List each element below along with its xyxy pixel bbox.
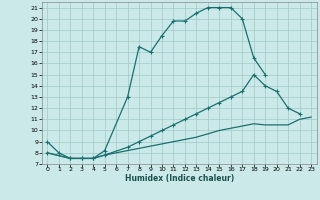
X-axis label: Humidex (Indice chaleur): Humidex (Indice chaleur) <box>124 174 234 183</box>
